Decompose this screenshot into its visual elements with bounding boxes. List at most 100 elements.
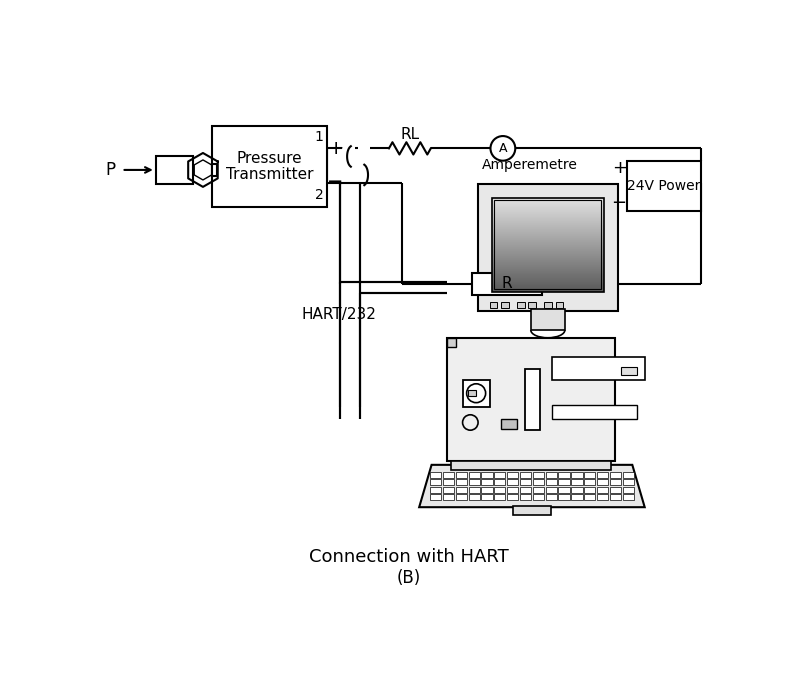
Bar bbox=[463, 380, 490, 407]
Bar bbox=[533, 486, 544, 493]
Bar bbox=[507, 494, 519, 500]
Bar bbox=[501, 301, 509, 307]
Bar bbox=[472, 273, 542, 294]
Bar bbox=[559, 494, 570, 500]
Bar bbox=[495, 200, 602, 290]
Bar bbox=[597, 480, 608, 485]
Bar bbox=[468, 472, 480, 477]
Bar bbox=[513, 506, 551, 515]
Bar bbox=[443, 494, 454, 500]
Text: RL: RL bbox=[400, 127, 419, 142]
Bar bbox=[451, 461, 611, 471]
Bar bbox=[447, 338, 615, 461]
Bar bbox=[528, 301, 536, 307]
Text: +: + bbox=[328, 139, 344, 158]
Bar bbox=[622, 480, 634, 485]
Bar bbox=[501, 419, 517, 428]
Bar bbox=[571, 480, 582, 485]
Bar bbox=[481, 486, 493, 493]
Bar bbox=[481, 494, 493, 500]
Polygon shape bbox=[419, 465, 645, 507]
Bar bbox=[481, 472, 493, 477]
Bar bbox=[622, 486, 634, 493]
Bar bbox=[507, 480, 519, 485]
Text: 2: 2 bbox=[315, 187, 324, 202]
Bar bbox=[571, 494, 582, 500]
Bar bbox=[156, 156, 193, 184]
Bar bbox=[443, 486, 454, 493]
Bar bbox=[610, 486, 621, 493]
Bar bbox=[555, 301, 563, 307]
Text: R: R bbox=[502, 276, 512, 292]
Bar bbox=[213, 164, 217, 176]
Text: 1: 1 bbox=[315, 130, 324, 144]
Text: Connection with HART: Connection with HART bbox=[309, 548, 509, 566]
Bar bbox=[520, 480, 531, 485]
Bar bbox=[571, 486, 582, 493]
Bar bbox=[455, 486, 467, 493]
Bar bbox=[468, 486, 480, 493]
Bar bbox=[584, 486, 595, 493]
Bar bbox=[525, 368, 540, 430]
Bar bbox=[531, 308, 565, 330]
Bar bbox=[455, 480, 467, 485]
Bar bbox=[481, 480, 493, 485]
Bar bbox=[447, 338, 456, 347]
Bar bbox=[533, 480, 544, 485]
Bar bbox=[597, 494, 608, 500]
Bar bbox=[517, 301, 525, 307]
Bar bbox=[430, 486, 441, 493]
Bar bbox=[533, 494, 544, 500]
Bar bbox=[597, 472, 608, 477]
Bar bbox=[478, 184, 618, 311]
Text: A: A bbox=[499, 142, 507, 155]
Text: Pressure: Pressure bbox=[237, 151, 302, 167]
Bar bbox=[584, 472, 595, 477]
Bar bbox=[597, 486, 608, 493]
Bar bbox=[490, 301, 498, 307]
Bar bbox=[610, 472, 621, 477]
Text: Transmitter: Transmitter bbox=[226, 167, 313, 182]
Text: (B): (B) bbox=[397, 569, 421, 587]
Bar bbox=[546, 486, 557, 493]
Bar bbox=[492, 198, 603, 292]
Text: +: + bbox=[611, 160, 626, 178]
Bar bbox=[430, 472, 441, 477]
Bar bbox=[468, 494, 480, 500]
Bar bbox=[495, 480, 506, 485]
Bar bbox=[559, 480, 570, 485]
Bar bbox=[455, 472, 467, 477]
Bar bbox=[520, 486, 531, 493]
Bar bbox=[551, 357, 645, 380]
Text: Amperemetre: Amperemetre bbox=[482, 158, 578, 172]
Bar bbox=[546, 480, 557, 485]
Bar bbox=[507, 472, 519, 477]
Bar bbox=[495, 472, 506, 477]
Bar bbox=[533, 472, 544, 477]
Bar bbox=[559, 486, 570, 493]
Bar bbox=[443, 480, 454, 485]
Bar bbox=[622, 494, 634, 500]
Bar bbox=[610, 480, 621, 485]
Bar bbox=[507, 486, 519, 493]
Bar bbox=[430, 494, 441, 500]
Bar bbox=[559, 472, 570, 477]
Text: −: − bbox=[611, 194, 626, 212]
Bar bbox=[546, 472, 557, 477]
Bar bbox=[495, 494, 506, 500]
Bar bbox=[622, 472, 634, 477]
Bar bbox=[610, 494, 621, 500]
Text: P: P bbox=[105, 161, 116, 179]
Bar bbox=[520, 472, 531, 477]
Bar bbox=[622, 367, 637, 375]
Bar bbox=[584, 480, 595, 485]
Bar bbox=[571, 472, 582, 477]
Bar bbox=[520, 494, 531, 500]
Bar bbox=[584, 494, 595, 500]
Text: −: − bbox=[327, 172, 343, 191]
Bar bbox=[468, 390, 476, 397]
Bar bbox=[551, 405, 637, 419]
Bar bbox=[627, 161, 701, 211]
Bar bbox=[443, 472, 454, 477]
Bar bbox=[544, 301, 551, 307]
